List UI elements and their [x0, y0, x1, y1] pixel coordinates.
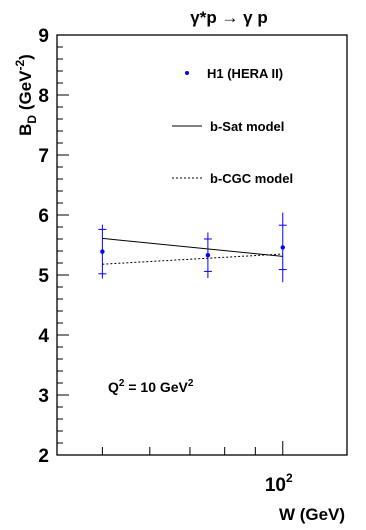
model-line-2	[102, 253, 283, 265]
legend-label-h1: H1 (HERA II)	[207, 66, 283, 81]
y-tick-label: 8	[38, 86, 49, 107]
q2-annotation: Q2 = 10 GeV2	[108, 378, 194, 395]
legend-label-bcgc: b-CGC model	[210, 171, 293, 186]
legend-label-bsat: b-Sat model	[210, 119, 284, 134]
data-point	[280, 245, 285, 250]
plot-frame	[56, 34, 348, 456]
data-points	[98, 212, 287, 283]
y-axis-label: BD (GeV-2)	[13, 54, 39, 136]
y-tick-label: 7	[38, 146, 49, 167]
y-tick-label: 5	[38, 266, 49, 287]
model-lines	[102, 237, 283, 265]
x-tick-label: 102	[265, 471, 293, 496]
model-line-1	[102, 237, 283, 257]
y-tick-label: 4	[38, 326, 49, 347]
chart-title: γ*p → γ p	[190, 8, 267, 27]
legend-marker-h1	[185, 71, 189, 75]
y-tick-label: 9	[38, 26, 49, 47]
data-point	[100, 249, 105, 254]
x-axis-label: W (GeV)	[279, 505, 345, 524]
y-tick-label: 6	[38, 206, 49, 227]
legend: H1 (HERA II) b-Sat model b-CGC model	[172, 66, 293, 186]
y-tick-label: 2	[38, 446, 49, 467]
y-tick-label: 3	[38, 386, 49, 407]
data-point	[205, 253, 211, 258]
x-axis-ticks: 102	[101, 441, 293, 496]
y-axis-ticks: 2 3 4 5 6 7 8 9	[38, 26, 69, 467]
